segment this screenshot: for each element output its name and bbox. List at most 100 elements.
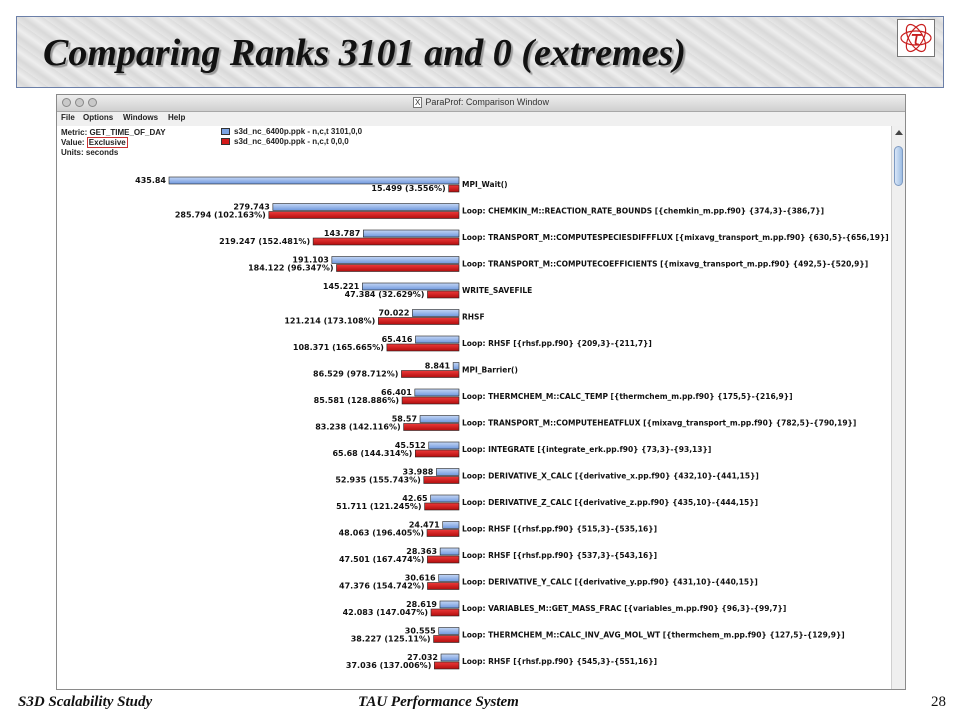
bar-rank3101[interactable] xyxy=(440,653,460,662)
bar-rank3101[interactable] xyxy=(430,494,460,503)
value-label-rank3101: 66.401 xyxy=(381,388,412,397)
function-label[interactable]: Loop: RHSF [{rhsf.pp.f90} {545,3}-{551,1… xyxy=(462,657,657,666)
footer-left: S3D Scalability Study xyxy=(18,694,153,710)
bar-rank0[interactable] xyxy=(427,582,460,590)
value-label-rank0: 83.238 (142.116%) xyxy=(315,423,400,432)
value-label-rank3101: 58.57 xyxy=(392,415,417,424)
bar-rank3101[interactable] xyxy=(419,415,460,423)
minimize-window-button[interactable] xyxy=(75,98,84,107)
value-label-rank3101: 191.103 xyxy=(292,256,328,265)
value-label-rank3101: 30.555 xyxy=(405,627,436,636)
function-label[interactable]: Loop: DERIVATIVE_Z_CALC [{derivative_z.p… xyxy=(462,498,758,507)
legend-swatch-rank0 xyxy=(221,138,230,145)
function-label[interactable]: Loop: TRANSPORT_M::COMPUTESPECIESDIFFFLU… xyxy=(462,233,889,242)
bar-rank0[interactable] xyxy=(386,343,460,352)
bar-rank3101[interactable] xyxy=(439,547,460,556)
value-label-rank0: 38.227 (125.11%) xyxy=(351,635,431,644)
value-label-rank0: 285.794 (102.163%) xyxy=(175,211,266,220)
units-label: Units: seconds xyxy=(61,148,119,157)
legend-label-rank0: s3d_nc_6400p.ppk - n,c,t 0,0,0 xyxy=(234,137,349,146)
value-label: Value: xyxy=(61,138,87,147)
bar-rank0[interactable] xyxy=(426,529,460,537)
bar-rank0[interactable] xyxy=(433,635,460,643)
scroll-thumb[interactable] xyxy=(894,146,903,186)
function-label[interactable]: Loop: THERMCHEM_M::CALC_TEMP [{thermchem… xyxy=(462,392,793,401)
vertical-scrollbar[interactable] xyxy=(891,126,905,689)
bar-rank0[interactable] xyxy=(448,184,460,193)
value-label-rank0: 47.376 (154.742%) xyxy=(339,582,424,591)
scroll-up-arrow-icon[interactable] xyxy=(895,130,903,135)
function-label[interactable]: WRITE_SAVEFILE xyxy=(462,286,532,295)
function-label[interactable]: Loop: DERIVATIVE_X_CALC [{derivative_x.p… xyxy=(462,472,759,481)
menu-bar: File Options Windows Help xyxy=(57,112,905,126)
function-label[interactable]: Loop: TRANSPORT_M::COMPUTECOEFFICIENTS [… xyxy=(462,260,868,269)
bar-rank3101[interactable] xyxy=(438,627,460,635)
bar-rank3101[interactable] xyxy=(363,229,460,238)
function-label[interactable]: Loop: RHSF [{rhsf.pp.f90} {537,3}-{543,1… xyxy=(462,551,657,560)
menu-file[interactable]: File xyxy=(61,113,75,122)
bar-rank3101[interactable] xyxy=(452,362,460,370)
bar-rank3101[interactable] xyxy=(414,388,460,397)
bar-rank3101[interactable] xyxy=(442,521,460,529)
bar-rank3101[interactable] xyxy=(428,441,460,450)
function-label[interactable]: MPI_Barrier() xyxy=(462,366,518,375)
value-label-rank3101: 24.471 xyxy=(409,521,440,530)
comparison-window: X ParaProf: Comparison Window File Option… xyxy=(56,94,906,690)
bar-rank3101[interactable] xyxy=(436,468,460,476)
bar-rank0[interactable] xyxy=(423,476,460,484)
function-label[interactable]: Loop: RHSF [{rhsf.pp.f90} {209,3}-{211,7… xyxy=(462,339,652,348)
bar-rank3101[interactable] xyxy=(412,309,460,317)
bar-rank0[interactable] xyxy=(427,555,460,564)
value-label-rank3101: 28.619 xyxy=(406,600,437,609)
bar-rank3101[interactable] xyxy=(168,176,460,185)
function-label[interactable]: MPI_Wait() xyxy=(462,180,508,189)
function-label[interactable]: Loop: VARIABLES_M::GET_MASS_FRAC [{varia… xyxy=(462,604,786,613)
function-label[interactable]: Loop: DERIVATIVE_Y_CALC [{derivative_y.p… xyxy=(462,578,758,587)
bar-rank3101[interactable] xyxy=(331,256,460,264)
value-label-rank3101: 28.363 xyxy=(406,547,437,556)
value-line: Value: Exclusive xyxy=(61,137,128,148)
title-banner: Comparing Ranks 3101 and 0 (extremes) τ xyxy=(16,16,944,88)
x11-icon: X xyxy=(413,97,423,108)
menu-options[interactable]: Options xyxy=(83,113,114,122)
value-label-rank0: 52.935 (155.743%) xyxy=(335,476,420,485)
value-label-rank0: 48.063 (196.405%) xyxy=(339,529,424,538)
bar-rank3101[interactable] xyxy=(415,335,460,344)
legend-swatch-rank3101 xyxy=(221,128,230,135)
bar-rank0[interactable] xyxy=(414,449,460,458)
bar-rank0[interactable] xyxy=(336,264,460,272)
zoom-window-button[interactable] xyxy=(88,98,97,107)
bar-rank0[interactable] xyxy=(378,317,460,325)
value-label-rank0: 86.529 (978.712%) xyxy=(313,370,398,379)
value-type: Exclusive xyxy=(86,137,128,148)
value-label-rank0: 219.247 (152.481%) xyxy=(219,237,310,246)
function-label[interactable]: Loop: THERMCHEM_M::CALC_INV_AVG_MOL_WT [… xyxy=(462,631,845,640)
bar-rank0[interactable] xyxy=(424,502,460,511)
bar-rank3101[interactable] xyxy=(272,203,460,211)
bar-rank3101[interactable] xyxy=(362,282,460,291)
bar-rank0[interactable] xyxy=(403,423,460,431)
bar-rank0[interactable] xyxy=(312,237,460,246)
function-label[interactable]: Loop: CHEMKIN_M::REACTION_RATE_BOUNDS [{… xyxy=(462,207,824,216)
bar-rank0[interactable] xyxy=(427,290,460,299)
bar-rank0[interactable] xyxy=(401,370,460,378)
bar-rank3101[interactable] xyxy=(439,600,460,609)
bar-rank0[interactable] xyxy=(430,608,460,617)
function-label[interactable]: Loop: RHSF [{rhsf.pp.f90} {515,3}-{535,1… xyxy=(462,525,657,534)
function-label[interactable]: Loop: TRANSPORT_M::COMPUTEHEATFLUX [{mix… xyxy=(462,419,856,428)
bar-rank0[interactable] xyxy=(268,211,460,219)
window-titlebar[interactable]: X ParaProf: Comparison Window xyxy=(57,95,905,112)
menu-help[interactable]: Help xyxy=(168,113,186,122)
page-number: 28 xyxy=(931,694,946,710)
close-window-button[interactable] xyxy=(62,98,71,107)
function-label[interactable]: RHSF xyxy=(462,313,485,322)
bar-rank0[interactable] xyxy=(401,396,460,405)
value-label-rank0: 47.501 (167.474%) xyxy=(339,555,424,564)
bar-rank3101[interactable] xyxy=(438,574,460,582)
bar-rank0[interactable] xyxy=(434,661,460,670)
menu-windows[interactable]: Windows xyxy=(123,113,159,122)
value-label-rank3101: 70.022 xyxy=(379,309,410,318)
tau-symbol: τ xyxy=(910,26,923,50)
function-label[interactable]: Loop: INTEGRATE [{integrate_erk.pp.f90} … xyxy=(462,445,711,454)
